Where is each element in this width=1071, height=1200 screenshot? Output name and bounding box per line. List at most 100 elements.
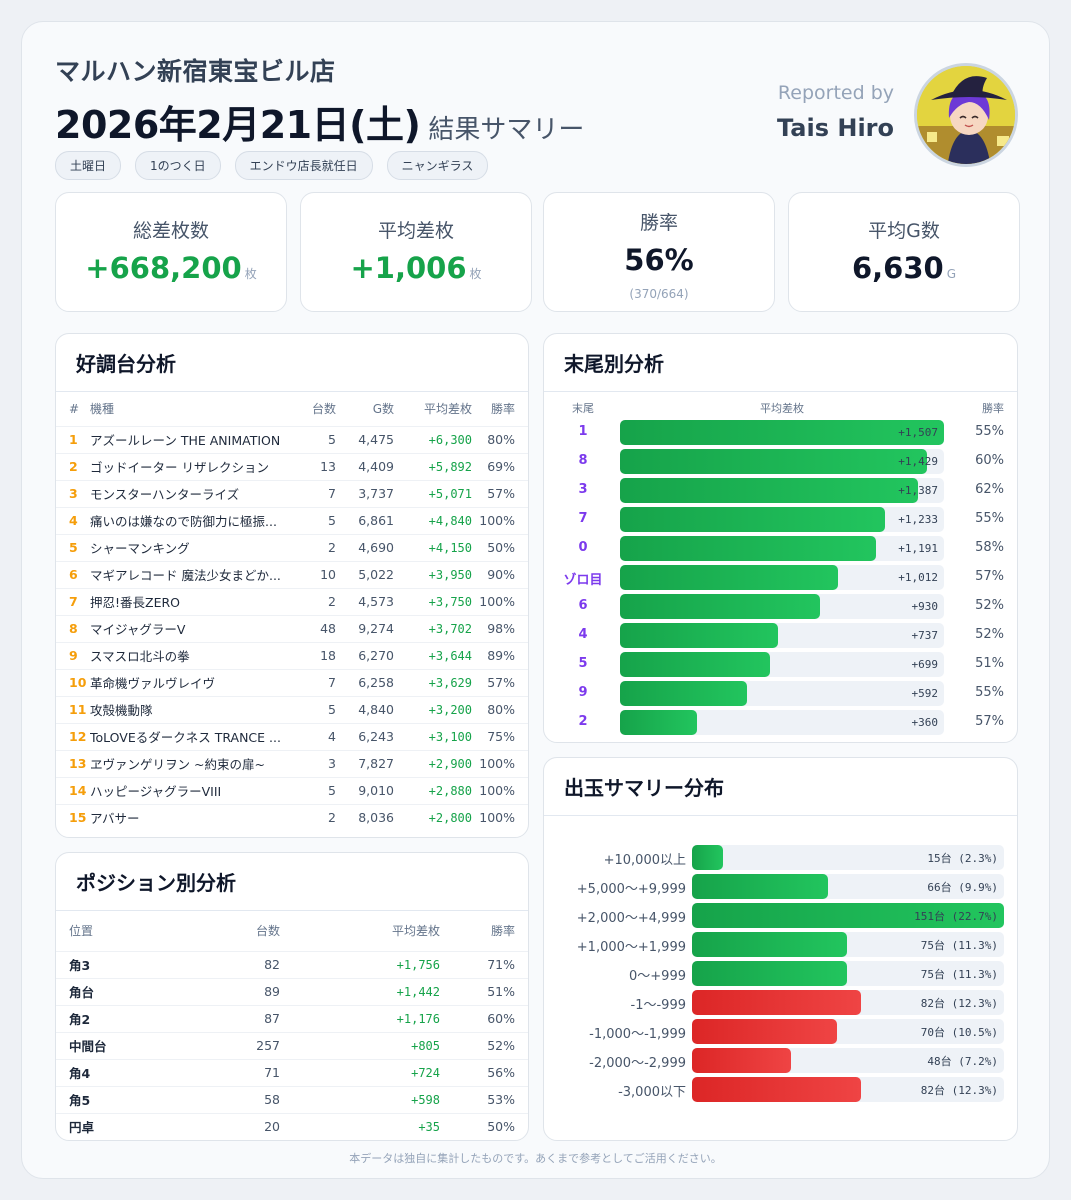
table-row: 10 革命機ヴァルヴレイヴ 7 6,258 +3,629 57% (56, 668, 528, 696)
distribution-bar-value: 48台 (7.2%) (927, 1054, 998, 1068)
distribution-bar (692, 990, 862, 1015)
distribution-range-label: +10,000以上 (603, 853, 686, 868)
stat-total-diff: 総差枚数 +668,200 枚 (55, 192, 287, 312)
report-date: 2026年2月21日(土) (55, 103, 421, 147)
table-row: 6 マギアレコード 魔法少女まどか... 10 5,022 +3,950 90% (56, 560, 528, 588)
suffix-bar-track: +737 (620, 623, 944, 648)
suffix-digit-label: 5 (578, 656, 588, 671)
suffix-bar (620, 478, 919, 503)
suffix-bar (620, 681, 748, 706)
model-cell: 痛いのは嫌なので防御力に極振... (90, 506, 300, 534)
win-rate-cell: 53% (440, 1085, 528, 1113)
stat-subvalue: (370/664) (629, 287, 689, 301)
avg-diff-cell: +4,840 (394, 506, 472, 534)
win-rate-cell: 100% (472, 803, 528, 831)
distribution-range-label: -3,000以下 (618, 1085, 686, 1100)
hot-machine-panel: 好調台分析 # 機種 台数 G数 平均差枚 勝率 1 アズールレーン THE AN… (55, 333, 529, 838)
avg-diff-cell: +1,756 (280, 950, 440, 978)
distribution-range-label: -2,000〜-2,999 (589, 1056, 686, 1071)
model-cell: ヱヴァンゲリヲン ~約束の扉~ (90, 749, 300, 777)
win-rate-cell: 100% (472, 776, 528, 804)
rank-cell: 13 (56, 749, 90, 777)
table-row: 中間台 257 +805 52% (56, 1031, 528, 1059)
table-row: 3 モンスターハンターライズ 7 3,737 +5,071 57% (56, 479, 528, 507)
position-cell: 角4 (56, 1058, 200, 1086)
distribution-bar-value: 151台 (22.7%) (914, 909, 998, 923)
stat-value: +668,200 枚 (85, 251, 257, 285)
table-row: 角台 89 +1,442 51% (56, 977, 528, 1005)
avg-diff-cell: +2,800 (394, 803, 472, 831)
position-cell: 角2 (56, 1004, 200, 1032)
games-cell: 9,274 (336, 614, 394, 642)
distribution-range-label: -1,000〜-1,999 (589, 1027, 686, 1042)
model-cell: シャーマンキング (90, 533, 300, 561)
store-name: マルハン新宿東宝ビル店 (55, 57, 336, 86)
report-card: マルハン新宿東宝ビル店 2026年2月21日(土) 結果サマリー 土曜日 1のつく… (21, 21, 1050, 1179)
table-row: 角5 58 +598 53% (56, 1085, 528, 1113)
distribution-bar-value: 82台 (12.3%) (920, 1083, 998, 1097)
tag-list: 土曜日 1のつく日 エンドウ店長就任日 ニャンギラス (55, 151, 489, 180)
rank-cell: 6 (56, 560, 90, 588)
position-cell: 角3 (56, 950, 200, 978)
games-cell: 7,827 (336, 749, 394, 777)
suffix-bar-value: +930 (911, 600, 939, 613)
units-cell: 71 (200, 1058, 280, 1086)
avg-diff-cell: +35 (280, 1112, 440, 1140)
model-cell: ゴッドイーター リザレクション (90, 452, 300, 480)
footer-note: 本データは独自に集計したものです。あくまで参考としてご活用ください。 (349, 1152, 722, 1165)
rank-cell: 11 (56, 695, 90, 723)
stat-label: 勝率 (639, 212, 678, 234)
suffix-bar-value: +1,233 (898, 513, 938, 526)
units-cell: 20 (200, 1112, 280, 1140)
model-cell: 攻殻機動隊 (90, 695, 300, 723)
suffix-bar-value: +1,429 (898, 455, 938, 468)
model-cell: 押忍!番長ZERO (90, 587, 300, 615)
distribution-bar-track: 70台 (10.5%) (692, 1019, 1004, 1044)
units-cell: 3 (300, 749, 336, 777)
avg-diff-cell: +3,200 (394, 695, 472, 723)
win-rate-cell: 89% (472, 641, 528, 669)
suffix-win-rate: 62% (975, 482, 1004, 497)
suffix-bar-track: +1,191 (620, 536, 944, 561)
avg-diff-cell: +3,750 (394, 587, 472, 615)
distribution-range-label: +2,000〜+4,999 (576, 911, 686, 926)
win-rate-cell: 51% (440, 977, 528, 1005)
distribution-bar-track: 75台 (11.3%) (692, 961, 1004, 986)
suffix-digit-label: 7 (578, 511, 588, 526)
panel-title: 好調台分析 (56, 334, 528, 392)
units-cell: 5 (300, 695, 336, 723)
rank-cell: 12 (56, 722, 90, 750)
units-cell: 18 (300, 641, 336, 669)
position-cell: 角5 (56, 1085, 200, 1113)
distribution-bar (692, 1019, 837, 1044)
suffix-bar (620, 565, 838, 590)
rank-cell: 14 (56, 776, 90, 804)
panel-title: 出玉サマリー分布 (544, 758, 1017, 816)
units-cell: 87 (200, 1004, 280, 1032)
games-cell: 6,270 (336, 641, 394, 669)
stat-label: 平均G数 (868, 220, 940, 242)
distribution-bar (692, 845, 723, 870)
avatar (914, 63, 1018, 167)
win-rate-cell: 57% (472, 668, 528, 696)
table-row: 2 ゴッドイーター リザレクション 13 4,409 +5,892 69% (56, 452, 528, 480)
avg-diff-cell: +724 (280, 1058, 440, 1086)
distribution-bar (692, 932, 847, 957)
suffix-digit-label: 3 (578, 482, 588, 497)
avg-diff-cell: +3,629 (394, 668, 472, 696)
avg-diff-cell: +1,176 (280, 1004, 440, 1032)
avg-diff-cell: +2,880 (394, 776, 472, 804)
suffix-digit-label: 0 (578, 540, 588, 555)
win-rate-cell: 98% (472, 614, 528, 642)
suffix-bar (620, 420, 944, 445)
suffix-bar-track: +1,387 (620, 478, 944, 503)
panel-title: ポジション別分析 (56, 853, 528, 911)
suffix-bar (620, 710, 698, 735)
table-row: 角4 71 +724 56% (56, 1058, 528, 1086)
win-rate-cell: 80% (472, 425, 528, 453)
distribution-bar-value: 70台 (10.5%) (920, 1025, 998, 1039)
suffix-win-rate: 55% (975, 685, 1004, 700)
distribution-bar-track: 48台 (7.2%) (692, 1048, 1004, 1073)
units-cell: 257 (200, 1031, 280, 1059)
suffix-win-rate: 58% (975, 540, 1004, 555)
